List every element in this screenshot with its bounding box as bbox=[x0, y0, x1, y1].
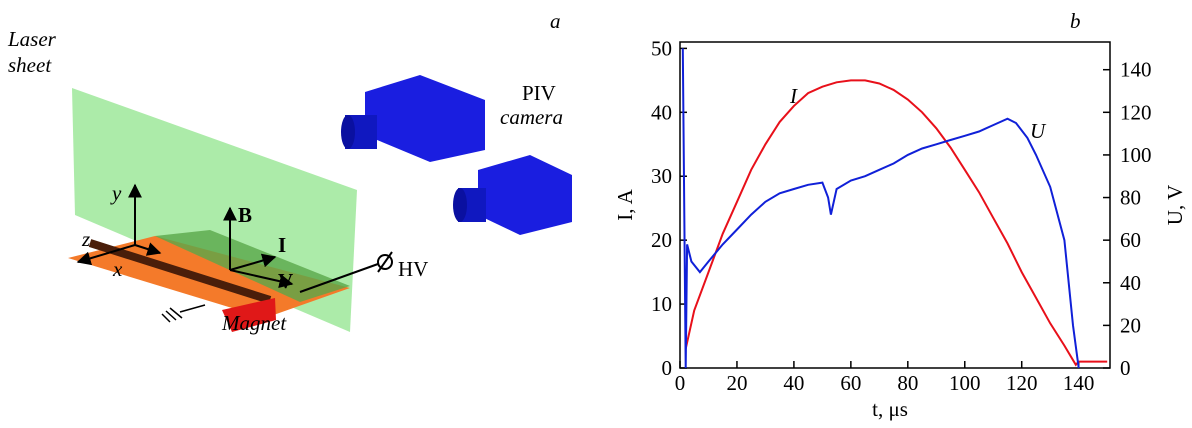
x-tick-label: 40 bbox=[783, 371, 804, 395]
magnet-label: Magnet bbox=[221, 311, 287, 335]
chart: b t, μs I, A U, V 0 20 40 60 80 100 120 140 0 10 2… bbox=[613, 9, 1187, 421]
y-tick-label: 40 bbox=[651, 100, 672, 124]
series-line bbox=[684, 79, 1108, 367]
x-tick-label: 140 bbox=[1063, 371, 1095, 395]
camera-body bbox=[478, 155, 572, 235]
y2-tick-label: 40 bbox=[1120, 271, 1141, 295]
x-arrow bbox=[134, 242, 162, 256]
panel-label: b bbox=[1070, 9, 1081, 33]
y-axis-label: I, A bbox=[613, 188, 637, 220]
hv-terminal-slash bbox=[377, 251, 393, 273]
camera-label: camera bbox=[500, 105, 563, 129]
y-tick-label: 20 bbox=[651, 228, 672, 252]
y2-tick-label: 100 bbox=[1120, 143, 1152, 167]
y-tick-label: 0 bbox=[662, 356, 673, 380]
y2-tick-label: 140 bbox=[1120, 58, 1152, 82]
laser-label: Laser bbox=[7, 27, 57, 51]
series-label: U bbox=[1030, 119, 1047, 143]
y-tick-label: 10 bbox=[651, 292, 672, 316]
magnet bbox=[222, 298, 276, 332]
vector-label: I bbox=[278, 233, 286, 257]
diagram: a Laser sheet PIV camera y z x B I V HV … bbox=[7, 9, 572, 335]
v-arrow bbox=[229, 269, 294, 289]
y2-tick-label: 0 bbox=[1120, 356, 1131, 380]
series-label: I bbox=[789, 84, 798, 108]
hv-terminal bbox=[377, 254, 393, 270]
plasma-region bbox=[155, 230, 350, 302]
z-arrow bbox=[76, 244, 136, 266]
axis-letter: z bbox=[81, 227, 90, 251]
x-tick-label: 120 bbox=[1006, 371, 1038, 395]
vector-label: B bbox=[238, 203, 252, 227]
ground-symbol bbox=[161, 304, 206, 323]
vector-label: V bbox=[278, 269, 293, 293]
i-arrow bbox=[229, 253, 277, 271]
axis-letter: y bbox=[110, 181, 122, 205]
y2-tick-label: 60 bbox=[1120, 228, 1141, 252]
camera-label: PIV bbox=[522, 81, 556, 105]
y-tick-label: 50 bbox=[651, 36, 672, 60]
panel-label: a bbox=[550, 9, 561, 33]
camera-body bbox=[365, 75, 485, 162]
x-tick-label: 80 bbox=[897, 371, 918, 395]
y2-tick-label: 120 bbox=[1120, 100, 1152, 124]
y2-tick-label: 20 bbox=[1120, 313, 1141, 337]
y2-axis-label: U, V bbox=[1163, 185, 1187, 225]
axis-letter: x bbox=[112, 257, 123, 281]
x-tick-label: 0 bbox=[675, 371, 686, 395]
y2-tick-label: 80 bbox=[1120, 186, 1141, 210]
x-axis-label: t, μs bbox=[872, 397, 908, 421]
y-tick-label: 30 bbox=[651, 164, 672, 188]
x-tick-label: 20 bbox=[726, 371, 747, 395]
plot-frame bbox=[679, 41, 1111, 369]
hv-wire bbox=[299, 263, 379, 293]
camera-lens-front bbox=[453, 188, 467, 222]
hv-label: HV bbox=[398, 257, 428, 281]
electrode-strip bbox=[88, 239, 272, 304]
laser-label: sheet bbox=[8, 53, 52, 77]
x-tick-label: 60 bbox=[840, 371, 861, 395]
x-tick-label: 100 bbox=[949, 371, 981, 395]
series-line bbox=[681, 48, 1080, 369]
camera-lens-front bbox=[341, 115, 355, 149]
